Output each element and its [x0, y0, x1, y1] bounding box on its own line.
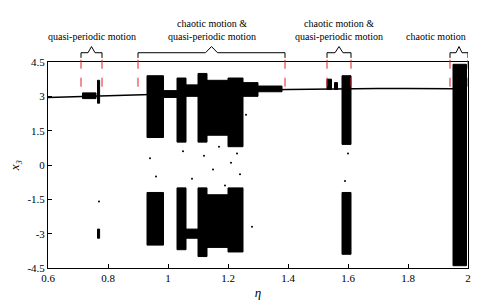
svg-text:1.8: 1.8: [401, 272, 415, 284]
svg-text:2: 2: [465, 272, 471, 284]
svg-text:chaotic motion &quasi-periodic: chaotic motion &quasi-periodic motion: [295, 18, 383, 42]
svg-text:1.2: 1.2: [221, 272, 235, 284]
svg-text:-1.5: -1.5: [27, 193, 45, 205]
svg-text:0.8: 0.8: [101, 272, 115, 284]
svg-text:1: 1: [165, 272, 171, 284]
svg-text:-3: -3: [36, 228, 46, 240]
svg-text:1.4: 1.4: [281, 272, 295, 284]
svg-text:quasi-periodic motion: quasi-periodic motion: [48, 31, 136, 42]
svg-text:chaotic motion &quasi-periodic: chaotic motion &quasi-periodic motion: [168, 18, 256, 42]
svg-text:x₃: x₃: [7, 160, 22, 171]
svg-text:1.6: 1.6: [341, 272, 355, 284]
svg-text:0.6: 0.6: [41, 272, 55, 284]
svg-text:4.5: 4.5: [31, 56, 45, 68]
svg-text:3: 3: [39, 90, 45, 102]
svg-text:-4.5: -4.5: [27, 262, 45, 274]
svg-text:chaotic motion: chaotic motion: [406, 31, 466, 42]
svg-text:1.5: 1.5: [31, 125, 45, 137]
svg-text:0: 0: [39, 159, 45, 171]
svg-text:η: η: [255, 285, 261, 300]
